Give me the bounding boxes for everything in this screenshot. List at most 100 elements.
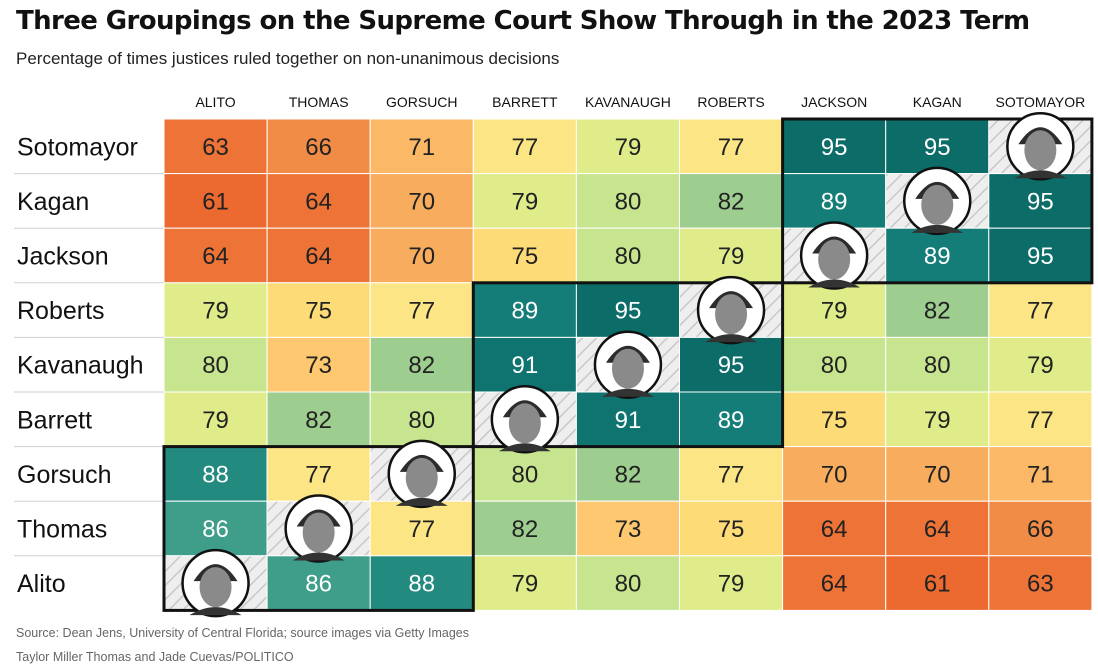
credit-note: Taylor Miller Thomas and Jade Cuevas/POL… (16, 650, 294, 664)
cell-value: 82 (511, 516, 538, 543)
cell-kagan-jackson (782, 173, 887, 229)
row-label-gorsuch: Gorsuch (17, 461, 111, 489)
cell-value: 77 (718, 134, 745, 161)
cell-value: 61 (202, 188, 229, 215)
grouping-box (471, 281, 785, 449)
cell-value: 75 (821, 407, 848, 434)
cell-value: 80 (615, 243, 642, 270)
cell-gorsuch-thomas (266, 446, 371, 502)
cell-value: 82 (718, 188, 745, 215)
cell-value: 80 (202, 352, 229, 379)
cell-value: 63 (1027, 571, 1054, 598)
cell-roberts-alito (163, 282, 268, 338)
cell-gorsuch-sotomayor (988, 446, 1093, 502)
cell-alito-sotomayor (988, 555, 1093, 611)
cell-value: 79 (202, 298, 229, 325)
row-dividers (14, 173, 164, 557)
cell-value: 86 (305, 571, 332, 598)
column-labels: ALITO THOMAS GORSUCH BARRETT KAVANAUGH ROBERT… (195, 94, 1085, 110)
col-label-kavanaugh: KAVANAUGH (585, 94, 671, 110)
justice-portrait-kagan (903, 166, 972, 236)
cell-jackson-gorsuch (369, 227, 474, 284)
cell-thomas-sotomayor (988, 500, 1093, 557)
cell-alito-gorsuch (369, 555, 474, 611)
cell-kagan-roberts (679, 173, 784, 229)
cell-value: 66 (1027, 516, 1054, 543)
cell-value: 73 (615, 516, 642, 543)
justice-portrait-thomas (284, 494, 353, 563)
cell-barrett-gorsuch (369, 391, 474, 448)
cell-value: 75 (511, 243, 538, 270)
cell-alito-thomas (266, 555, 371, 611)
cell-jackson-barrett (472, 227, 577, 284)
cell-value: 95 (615, 298, 642, 325)
cell-value: 82 (924, 298, 951, 325)
cell-value: 89 (511, 298, 538, 325)
cell-value: 80 (408, 407, 435, 434)
cell-gorsuch-roberts (679, 446, 784, 502)
cell-value: 79 (511, 188, 538, 215)
row-label-kagan: Kagan (17, 188, 89, 216)
col-label-thomas: THOMAS (289, 94, 349, 110)
cell-barrett-roberts (679, 391, 784, 448)
cell-sotomayor-kavanaugh (575, 118, 681, 175)
row-label-kavanaugh: Kavanaugh (17, 352, 144, 380)
cell-value: 64 (305, 188, 332, 215)
cell-thomas-kagan (885, 500, 990, 557)
cell-value: 95 (718, 352, 745, 379)
cell-kavanaugh-thomas (266, 336, 371, 393)
cell-thomas-jackson (782, 500, 887, 557)
cell-kavanaugh-roberts (679, 336, 784, 393)
cell-value: 89 (821, 188, 848, 215)
cell-thomas-alito (163, 500, 268, 557)
cell-alito-kavanaugh (575, 555, 681, 611)
cell-value: 79 (718, 243, 745, 270)
cell-jackson-alito (163, 227, 268, 284)
cell-value: 89 (718, 407, 745, 434)
cell-jackson-kagan (885, 227, 990, 284)
cell-kavanaugh-gorsuch (369, 336, 474, 393)
justice-portrait-jackson (799, 221, 869, 290)
col-label-jackson: JACKSON (801, 94, 867, 110)
chart-subtitle: Percentage of times justices ruled toget… (16, 49, 560, 68)
row-labels: Sotomayor Kagan Jackson Roberts Kavanaugh Bar… (17, 133, 144, 598)
cell-value: 77 (1027, 298, 1054, 325)
cell-value: 95 (1027, 243, 1054, 270)
cell-kavanaugh-jackson (782, 336, 887, 393)
cell-value: 77 (718, 461, 745, 488)
cell-barrett-kagan (885, 391, 990, 448)
grouping-boxes (162, 117, 1094, 612)
cell-value: 80 (924, 352, 951, 379)
cell-value: 77 (408, 298, 435, 325)
col-label-sotomayor: SOTOMAYOR (995, 94, 1085, 110)
cell-value: 75 (718, 516, 745, 543)
cell-value: 79 (924, 407, 951, 434)
col-label-roberts: ROBERTS (697, 94, 764, 110)
justice-portrait-sotomayor (1006, 112, 1075, 181)
row-label-jackson: Jackson (17, 243, 109, 271)
cell-kagan-alito (163, 173, 268, 229)
cell-value: 80 (615, 571, 642, 598)
cell-value: 95 (1027, 188, 1054, 215)
cell-sotomayor-barrett (472, 118, 577, 175)
cell-roberts-jackson (782, 282, 887, 338)
cell-value: 79 (615, 134, 642, 161)
cell-value: 91 (615, 407, 642, 434)
cell-value: 77 (511, 134, 538, 161)
cell-gorsuch-kagan (885, 446, 990, 502)
cell-value: 64 (202, 243, 229, 270)
cell-gorsuch-kavanaugh (575, 446, 681, 502)
cell-value: 71 (408, 134, 435, 161)
row-label-barrett: Barrett (17, 406, 92, 434)
cell-kavanaugh-alito (163, 336, 268, 393)
cell-kagan-thomas (266, 173, 371, 229)
cell-value: 82 (305, 407, 332, 434)
cell-value: 70 (408, 243, 435, 270)
cell-value: 79 (821, 298, 848, 325)
cell-value: 75 (305, 298, 332, 325)
cell-value: 91 (511, 352, 538, 379)
justice-portrait-alito (181, 548, 250, 618)
cell-value: 80 (615, 188, 642, 215)
source-note: Source: Dean Jens, University of Central… (16, 626, 469, 640)
